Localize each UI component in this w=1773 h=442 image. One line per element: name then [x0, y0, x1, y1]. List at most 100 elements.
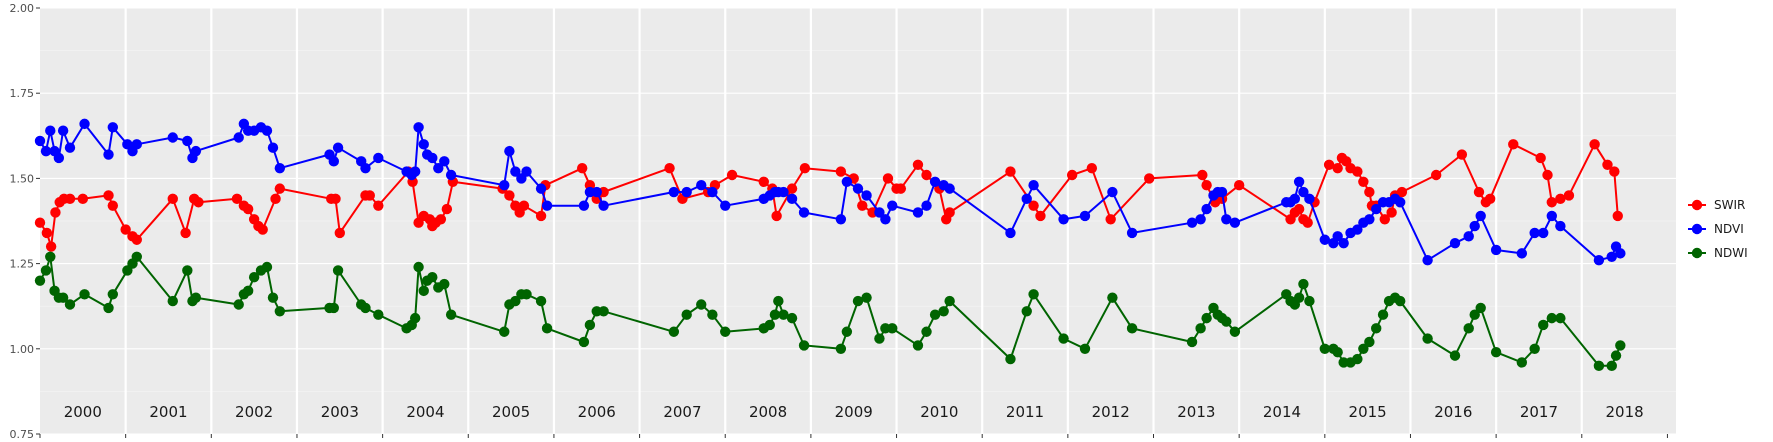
ndvi-point [57, 125, 69, 136]
ndvi-point [107, 122, 119, 133]
swir-point [1144, 173, 1155, 184]
ndwi-point [874, 333, 885, 344]
ndwi-point [681, 309, 692, 320]
swir-point [1555, 193, 1566, 205]
ndvi-point [1546, 210, 1558, 222]
ndwi-point [1449, 350, 1461, 361]
ndwi-point [57, 292, 69, 303]
ndwi-point [1079, 343, 1091, 354]
legend-key-point-ndvi [1691, 223, 1703, 235]
ndwi-point [773, 295, 784, 307]
swir-point [1005, 166, 1016, 177]
swir-point [1589, 139, 1600, 150]
ndwi-point [668, 326, 680, 337]
swir-point [912, 159, 924, 170]
swir-point [1332, 162, 1343, 174]
swir-point [1358, 176, 1369, 188]
ndvi-point [668, 186, 680, 198]
ndvi-point [861, 190, 872, 201]
ndwi-point [1021, 306, 1032, 317]
swir-point [103, 190, 114, 201]
ndwi-point [45, 251, 56, 262]
swir-point [518, 200, 530, 211]
ndwi-point [1221, 316, 1232, 327]
series-layer [34, 118, 1626, 372]
ndvi-point [720, 200, 731, 211]
year-label: 2012 [1092, 403, 1130, 421]
swir-point [664, 162, 675, 174]
ndwi-point [64, 299, 76, 310]
ndvi-point [1352, 224, 1363, 235]
ndwi-point [1358, 343, 1369, 354]
ndvi-point [707, 186, 718, 198]
ndwi-point [1615, 340, 1626, 351]
ndvi-point [1490, 244, 1502, 256]
ndvi-point [681, 186, 692, 198]
year-label: 2014 [1263, 403, 1301, 421]
ndwi-point [835, 343, 847, 354]
ndwi-point [1555, 312, 1566, 324]
swir-point [242, 203, 254, 215]
ndvi-point [1201, 203, 1212, 215]
ndvi-point [1107, 186, 1118, 198]
ndwi-point [786, 312, 798, 324]
ndvi-point [233, 132, 244, 143]
ndwi-point [1028, 289, 1039, 300]
ndvi-point [1593, 254, 1605, 266]
ndwi-point [598, 306, 609, 317]
ndvi-point [190, 145, 202, 157]
ndvi-point [1021, 193, 1032, 205]
swir-point [882, 173, 894, 184]
ndvi-point [1371, 203, 1382, 215]
ndwi-point [1293, 292, 1305, 303]
y-tick-label: 1.75 [10, 87, 35, 100]
ndwi-point [360, 302, 371, 314]
legend-label-ndvi: NDVI [1714, 222, 1744, 236]
swir-point [1535, 152, 1546, 164]
ndwi-point [1371, 323, 1382, 334]
swir-point [231, 193, 243, 205]
ndvi-point [40, 145, 52, 157]
swir-point [334, 227, 345, 239]
ndvi-point [427, 152, 438, 164]
swir-point [1302, 217, 1313, 228]
ndwi-point [1058, 333, 1069, 344]
ndwi-point [40, 265, 52, 276]
ndvi-point [64, 142, 76, 153]
ndwi-point [409, 312, 421, 324]
swir-point [1602, 159, 1613, 170]
swir-point [576, 162, 588, 174]
ndvi-point [499, 180, 510, 191]
year-label: 2002 [235, 403, 273, 421]
swir-point [257, 224, 268, 235]
swir-point [1379, 214, 1390, 225]
year-label: 2006 [578, 403, 616, 421]
swir-point [1352, 166, 1363, 177]
ndwi-point [1229, 326, 1241, 337]
ndwi-point [1107, 292, 1118, 303]
ndwi-point [938, 306, 949, 317]
ndwi-point [439, 278, 450, 290]
ndwi-point [1610, 350, 1622, 361]
swir-point [1484, 193, 1496, 205]
ndwi-point [1606, 360, 1617, 372]
y-tick-label: 2.00 [10, 2, 35, 15]
ndvi-point [1338, 237, 1349, 249]
ndwi-point [233, 299, 244, 310]
ndwi-point [778, 309, 789, 320]
ndwi-point [167, 295, 178, 307]
swir-point [1293, 203, 1305, 215]
ndwi-point [103, 302, 114, 314]
ndwi-point [427, 272, 438, 283]
swir-point [50, 207, 61, 218]
ndvi-point [1615, 248, 1626, 259]
ndvi-point [1364, 214, 1375, 225]
ndvi-point [274, 162, 286, 174]
ndwi-point [944, 295, 955, 307]
ndwi-point [541, 323, 553, 334]
ndwi-point [1319, 343, 1331, 354]
swir-point [120, 224, 131, 235]
ndvi-point [439, 156, 450, 167]
ndwi-point [720, 326, 731, 337]
